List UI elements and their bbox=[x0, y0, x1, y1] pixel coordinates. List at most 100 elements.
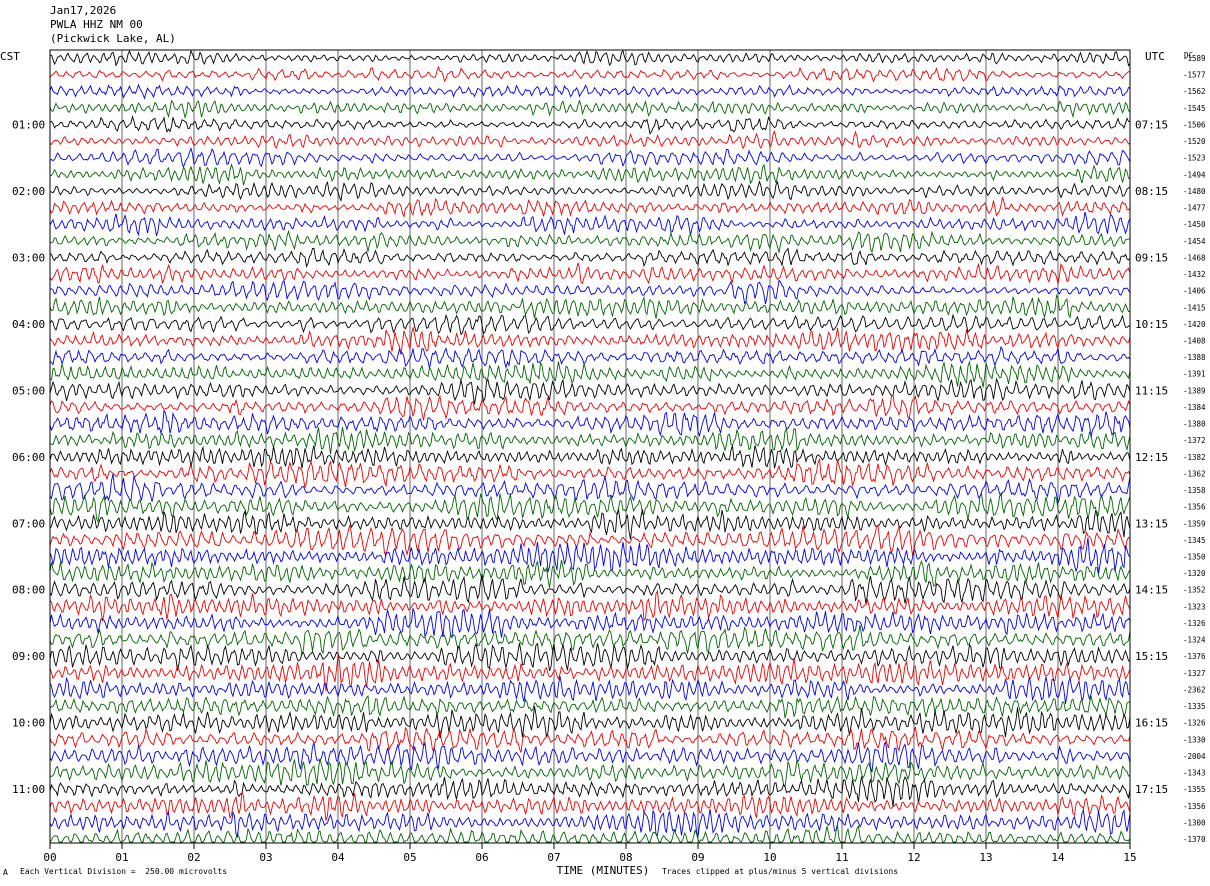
dc-offset-label: -1523 bbox=[1183, 154, 1206, 163]
dc-offset-label: -1450 bbox=[1183, 220, 1206, 229]
seismic-trace bbox=[49, 313, 1131, 336]
dc-offset-label: -1420 bbox=[1183, 320, 1206, 329]
dc-offset-label: -1545 bbox=[1183, 104, 1206, 113]
seismic-trace bbox=[49, 211, 1131, 237]
dc-offset-label: -1520 bbox=[1183, 137, 1206, 146]
left-time-label: 06:00 bbox=[12, 451, 45, 464]
right-time-label: 10:15 bbox=[1135, 318, 1168, 331]
dc-offset-label: -2004 bbox=[1183, 752, 1206, 761]
left-timezone-label: CST bbox=[0, 50, 20, 63]
seismic-trace bbox=[49, 197, 1131, 218]
dc-offset-label: -1355 bbox=[1183, 785, 1206, 794]
location-label: (Pickwick Lake, AL) bbox=[50, 32, 176, 45]
x-tick-label: 11 bbox=[835, 851, 848, 864]
dc-offset-label: -1454 bbox=[1183, 237, 1206, 246]
seismic-trace bbox=[49, 537, 1131, 574]
seismic-trace bbox=[49, 695, 1131, 719]
x-axis-ticks: 00 01 02 03 04 05 06 07 08 09 10 11 12 13 14 15 bbox=[43, 843, 1137, 864]
seismic-trace bbox=[49, 775, 1131, 808]
dc-offset-label: -1330 bbox=[1183, 735, 1206, 744]
seismic-trace bbox=[49, 808, 1131, 838]
right-time-label: 07:15 bbox=[1135, 118, 1168, 131]
dc-offset-label: -1362 bbox=[1183, 469, 1206, 478]
dc-offset-label: -1345 bbox=[1183, 536, 1206, 545]
dc-offset-label: -1356 bbox=[1183, 802, 1206, 811]
x-tick-label: 10 bbox=[763, 851, 776, 864]
dc-offset-label: -1406 bbox=[1183, 287, 1206, 296]
seismic-trace bbox=[49, 574, 1131, 605]
left-time-label: 05:00 bbox=[12, 384, 45, 397]
dc-offset-label: -1384 bbox=[1183, 403, 1206, 412]
dc-offset-label: -1380 bbox=[1183, 420, 1206, 429]
station-label: PWLA HHZ NM 00 bbox=[50, 18, 143, 31]
seismic-trace bbox=[50, 180, 1131, 203]
x-tick-label: 12 bbox=[907, 851, 920, 864]
dc-offset-label: -1335 bbox=[1183, 702, 1206, 711]
x-tick-label: 13 bbox=[979, 851, 992, 864]
seismic-trace bbox=[49, 445, 1131, 469]
dc-offset-label: -1323 bbox=[1183, 602, 1206, 611]
x-tick-label: 02 bbox=[187, 851, 200, 864]
seismic-trace bbox=[49, 65, 1130, 83]
right-time-label: 17:15 bbox=[1135, 783, 1168, 796]
x-tick-label: 09 bbox=[691, 851, 704, 864]
left-time-label: 07:00 bbox=[12, 517, 45, 530]
left-time-label: 02:00 bbox=[12, 185, 45, 198]
right-time-label: 11:15 bbox=[1135, 384, 1168, 397]
right-time-label: 13:15 bbox=[1135, 517, 1168, 530]
dc-offset-label: -1477 bbox=[1183, 204, 1206, 213]
seismic-trace bbox=[49, 360, 1131, 388]
seismic-trace bbox=[49, 642, 1131, 672]
left-time-label: 04:00 bbox=[12, 318, 45, 331]
dc-offset-label: -1468 bbox=[1183, 253, 1206, 262]
dc-offset-label: -1415 bbox=[1183, 303, 1206, 312]
left-time-labels: 01:00 02:00 03:00 04:00 05:00 06:00 07:00 08:00… bbox=[12, 118, 45, 796]
seismic-trace bbox=[49, 146, 1131, 169]
seismic-trace bbox=[49, 676, 1131, 704]
dc-offset-label: -1391 bbox=[1183, 370, 1206, 379]
seismic-trace bbox=[49, 99, 1131, 120]
plot-frame bbox=[49, 49, 1131, 844]
seismic-trace bbox=[49, 654, 1131, 692]
seismic-trace bbox=[49, 327, 1131, 355]
dc-offset-label: -1372 bbox=[1183, 436, 1206, 445]
seismic-trace bbox=[49, 473, 1131, 504]
seismic-trace bbox=[49, 758, 1131, 788]
left-time-label: 11:00 bbox=[12, 783, 45, 796]
dc-offset-label: -1326 bbox=[1183, 619, 1206, 628]
dc-offset-label: -1324 bbox=[1183, 636, 1206, 645]
right-time-label: 12:15 bbox=[1135, 451, 1168, 464]
seismic-trace bbox=[49, 741, 1131, 773]
seismic-trace bbox=[49, 130, 1131, 150]
right-time-label: 16:15 bbox=[1135, 717, 1168, 730]
dc-offset-label: -1356 bbox=[1183, 503, 1206, 512]
seismic-trace bbox=[49, 608, 1131, 639]
x-tick-label: 07 bbox=[547, 851, 560, 864]
right-time-label: 08:15 bbox=[1135, 185, 1168, 198]
right-time-label: 15:15 bbox=[1135, 650, 1168, 663]
dc-offset-label: -1350 bbox=[1183, 553, 1206, 562]
dc-offset-label: -1300 bbox=[1183, 818, 1206, 827]
seismic-trace bbox=[49, 589, 1131, 622]
dc-offset-label: -1432 bbox=[1183, 270, 1206, 279]
x-tick-label: 15 bbox=[1123, 851, 1136, 864]
seismic-trace bbox=[49, 408, 1131, 438]
dc-offset-label: -1494 bbox=[1183, 170, 1206, 179]
seismic-trace bbox=[49, 426, 1131, 455]
left-time-label: 09:00 bbox=[12, 650, 45, 663]
dc-offset-label: -1382 bbox=[1183, 453, 1206, 462]
dc-offset-label: -1562 bbox=[1183, 87, 1206, 96]
seismic-trace bbox=[49, 83, 1131, 100]
seismic-trace bbox=[50, 229, 1131, 254]
seismic-trace bbox=[49, 458, 1131, 488]
seismic-trace bbox=[49, 524, 1131, 557]
x-tick-label: 01 bbox=[115, 851, 128, 864]
dc-offset-label: -1506 bbox=[1183, 120, 1206, 129]
dc-offset-label: -2362 bbox=[1183, 685, 1206, 694]
seismic-trace bbox=[49, 279, 1131, 305]
dc-offset-label: -1326 bbox=[1183, 719, 1206, 728]
seismic-trace bbox=[49, 624, 1131, 656]
seismic-trace bbox=[49, 491, 1131, 524]
seismic-trace bbox=[49, 114, 1131, 135]
